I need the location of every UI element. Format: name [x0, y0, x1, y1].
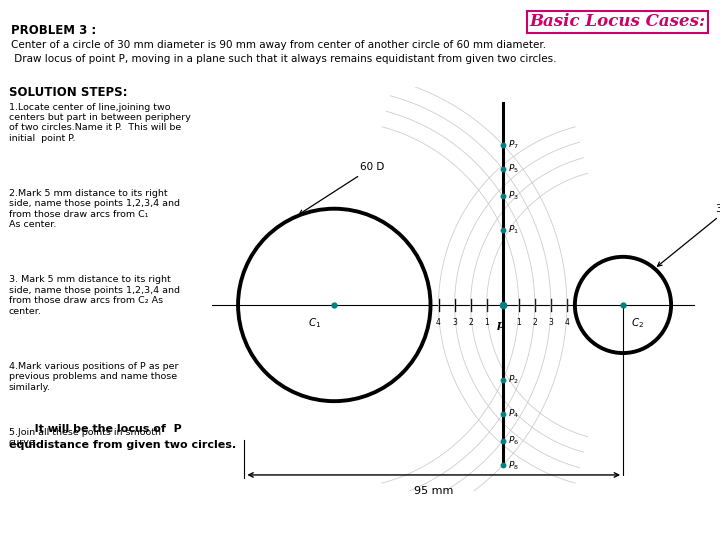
- Text: PROBLEM 3 :: PROBLEM 3 :: [11, 24, 96, 37]
- Text: SOLUTION STEPS:: SOLUTION STEPS:: [9, 86, 127, 99]
- Text: $P_3$: $P_3$: [508, 190, 518, 202]
- Text: 2.Mark 5 mm distance to its right
side, name those points 1,2,3,4 and
from those: 2.Mark 5 mm distance to its right side, …: [9, 189, 180, 229]
- Text: 30 D: 30 D: [657, 204, 720, 266]
- Text: 1: 1: [516, 318, 521, 327]
- Text: 95 mm: 95 mm: [414, 486, 454, 496]
- Text: 2: 2: [468, 318, 473, 327]
- Text: 4: 4: [436, 318, 441, 327]
- Text: 3: 3: [452, 318, 457, 327]
- Text: $C_1$: $C_1$: [308, 316, 321, 330]
- Text: 2: 2: [532, 318, 537, 327]
- Text: 4: 4: [564, 318, 570, 327]
- Text: Center of a circle of 30 mm diameter is 90 mm away from center of another circle: Center of a circle of 30 mm diameter is …: [11, 40, 546, 51]
- Text: $P_1$: $P_1$: [508, 224, 518, 236]
- Text: $P_7$: $P_7$: [508, 138, 518, 151]
- Text: 5.Join all these points in smooth
curve.: 5.Join all these points in smooth curve.: [9, 428, 161, 447]
- Text: $C_2$: $C_2$: [631, 316, 644, 330]
- Text: It will be the locus of  P: It will be the locus of P: [23, 424, 181, 434]
- Text: p: p: [498, 319, 505, 330]
- Text: 1: 1: [485, 318, 489, 327]
- Text: $P_6$: $P_6$: [508, 435, 518, 447]
- Text: $P_5$: $P_5$: [508, 163, 518, 175]
- Text: $P_4$: $P_4$: [508, 408, 518, 420]
- Text: Basic Locus Cases:: Basic Locus Cases:: [529, 14, 706, 30]
- Text: 60 D: 60 D: [300, 162, 384, 214]
- Text: 4.Mark various positions of P as per
previous problems and name those
similarly.: 4.Mark various positions of P as per pre…: [9, 362, 178, 392]
- Text: 3: 3: [549, 318, 553, 327]
- Text: $P_2$: $P_2$: [508, 374, 518, 387]
- Text: 3. Mark 5 mm distance to its right
side, name those points 1,2,3,4 and
from thos: 3. Mark 5 mm distance to its right side,…: [9, 275, 180, 315]
- Text: ◄◄  ◄  ►  ►►: ◄◄ ◄ ► ►►: [601, 520, 660, 529]
- Text: Draw locus of point P, moving in a plane such that it always remains equidistant: Draw locus of point P, moving in a plane…: [11, 54, 557, 64]
- Text: 1.Locate center of line,joining two
centers but part in between periphery
of two: 1.Locate center of line,joining two cent…: [9, 103, 191, 143]
- Text: equidistance from given two circles.: equidistance from given two circles.: [9, 440, 235, 450]
- Text: $P_8$: $P_8$: [508, 459, 518, 471]
